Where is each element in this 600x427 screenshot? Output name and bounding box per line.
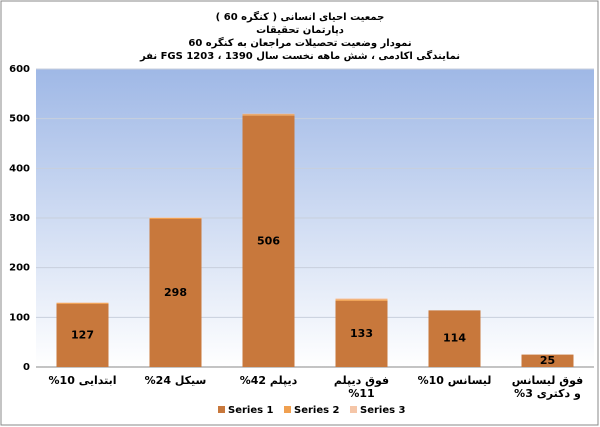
bar-segment bbox=[521, 354, 574, 367]
chart-title: نمودار وضعیت تحصیلات مراجعان به کنگره 60 bbox=[188, 36, 411, 49]
legend-swatch bbox=[284, 406, 291, 413]
y-tick-label: 100 bbox=[9, 312, 30, 323]
legend-swatch bbox=[350, 406, 357, 413]
x-tick-label: لیسانس 10% bbox=[417, 374, 492, 387]
bar-segment bbox=[149, 218, 202, 219]
bar-segment bbox=[242, 114, 295, 116]
bar-segment bbox=[335, 300, 388, 367]
bar-segment bbox=[428, 310, 481, 367]
bar-segment bbox=[335, 299, 388, 301]
data-label: 506 bbox=[257, 234, 280, 247]
bar-segment bbox=[149, 218, 202, 367]
x-tick-label: دیپلم 42% bbox=[239, 374, 298, 387]
legend-label: Series 2 bbox=[294, 405, 340, 416]
chart-title: جمعیت احیای انسانی ( کنگره 60 ) bbox=[216, 10, 385, 23]
x-tick-label: فوق لیسانس و دکتری 3% bbox=[511, 374, 584, 400]
legend-label: Series 3 bbox=[360, 405, 406, 416]
bar-segment bbox=[56, 302, 109, 304]
bar-segment bbox=[335, 298, 388, 300]
bar-segment bbox=[242, 115, 295, 367]
y-tick-label: 300 bbox=[9, 213, 30, 224]
y-tick-label: 400 bbox=[9, 163, 30, 174]
chart-title: نمایندگی اکادمی ، شش ماهه نخست سال 1390 … bbox=[139, 49, 460, 62]
data-label: 298 bbox=[164, 286, 187, 299]
data-label: 133 bbox=[350, 327, 373, 340]
y-tick-label: 600 bbox=[9, 64, 30, 75]
y-tick-label: 500 bbox=[9, 114, 30, 125]
data-label: 114 bbox=[443, 332, 466, 345]
y-tick-label: 0 bbox=[23, 362, 30, 373]
x-tick-label: فوق دیپلم 11% bbox=[333, 374, 390, 400]
data-label: 127 bbox=[71, 328, 94, 341]
x-tick-label: ابتدایی 10% bbox=[48, 374, 117, 387]
x-tick-label: سیکل 24% bbox=[144, 374, 207, 387]
y-tick-label: 200 bbox=[9, 263, 30, 274]
legend-label: Series 1 bbox=[228, 405, 274, 416]
bar-segment bbox=[56, 303, 109, 367]
chart-title: دپارتمان تحقیقات bbox=[256, 25, 344, 36]
data-label: 25 bbox=[540, 354, 555, 367]
legend-swatch bbox=[218, 406, 225, 413]
